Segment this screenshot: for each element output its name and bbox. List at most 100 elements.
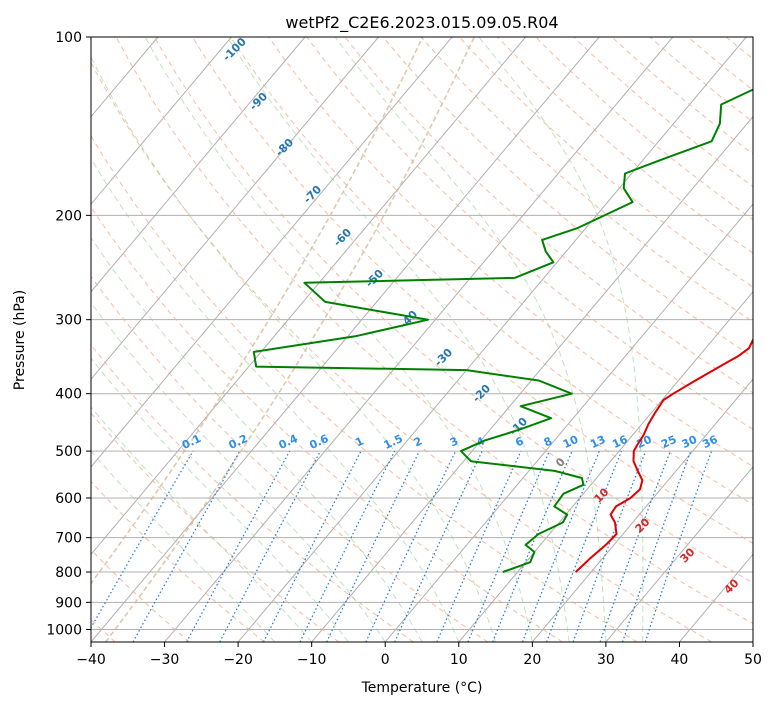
isotherm-line [91,37,526,556]
dry-adiabat-label: -100 [220,35,249,64]
isotherm-line [458,290,753,642]
dry-adiabat-line [91,549,190,642]
dry-adiabat-line [382,37,753,358]
mixing-ratio-line [186,450,291,642]
dry-adiabat-line [268,37,753,468]
isotherm-line [752,641,753,642]
moist-adiabat-line [226,37,570,642]
dry-adiabat-line [725,37,753,60]
x-tick-label: 50 [744,652,762,668]
reference-curve-line [91,37,424,585]
dewpoint-profile-line [252,88,753,573]
moist-adiabat-line [144,37,533,642]
mixing-ratio-label: 3 [448,434,460,449]
mixing-ratio-label: 25 [659,433,678,451]
y-tick-label: 700 [55,531,82,547]
x-tick-label: 20 [523,652,541,668]
dry-adiabat-line [344,37,753,394]
x-tick-label: 10 [450,652,468,668]
moist-adiabat-line [91,236,423,642]
mixing-ratio-line [546,450,623,642]
x-axis-ticks: −40 −30 −20 −10 0 10 20 30 40 50 [76,642,762,668]
profile-lines [252,88,753,573]
temperature-profile-line [575,337,753,573]
chart-title: wetPf2_C2E6.2023.015.09.05.R04 [285,13,558,33]
mixing-ratio-label: 13 [588,433,607,451]
y-tick-label: 300 [55,313,82,329]
isotherm-line [605,466,753,642]
dry-adiabat-label: -20 [470,382,493,405]
y-axis-ticks: 100 200 300 400 500 600 700 800 900 1000 [46,30,91,638]
mixing-ratio-line [365,450,457,642]
moist-adiabat-line [91,406,313,642]
dry-adiabat-line [91,61,712,642]
mixing-ratio-label: 20 [635,433,655,451]
x-tick-label: 0 [381,652,390,668]
mixing-ratio-label: 1.5 [382,432,405,452]
moist-adiabat-line [334,37,607,642]
dry-adiabat-line [91,134,638,642]
dry-adiabat-line [306,37,753,430]
mixing-ratio-line [132,450,241,642]
dry-adiabat-label: 40 [722,576,742,596]
x-tick-label: −20 [223,652,253,668]
moist-adiabat-line [91,157,460,642]
isotherm-line [531,378,753,642]
mixing-ratio-label: 16 [610,433,630,451]
mixing-ratio-label: 0.2 [227,432,250,452]
x-tick-label: −10 [297,652,327,668]
mixing-ratio-label: 36 [700,433,720,451]
mixing-ratio-label: 2 [412,434,424,449]
mixing-ratio-label: 0.1 [180,432,203,452]
moist-adiabat-line [91,357,349,642]
moist-adiabat-line [478,37,644,642]
isotherm-line [164,37,674,642]
dry-adiabat-line [91,412,340,642]
mixing-ratio-line [572,450,647,642]
mixing-ratio-line [219,450,321,642]
x-tick-label: −30 [150,652,180,668]
dry-adiabat-line [497,37,753,254]
mixing-ratio-line [467,450,550,642]
x-tick-label: −40 [76,652,106,668]
y-tick-label: 900 [55,595,82,611]
dry-adiabat-line [91,206,563,642]
isotherm-line [91,37,453,468]
moist-adiabat-line [91,301,386,642]
isotherm-line [91,37,600,642]
y-tick-label: 100 [55,30,82,46]
mixing-ratio-line [299,450,396,642]
y-tick-label: 1000 [46,622,82,638]
dry-adiabat-label: -70 [301,183,324,206]
dry-adiabat-line [459,37,753,288]
dry-adiabat-line [91,344,414,642]
background-lines [0,37,753,642]
dry-adiabat-line [91,275,489,642]
mixing-ratio-line [599,450,671,642]
mixing-ratio-line [436,450,522,642]
mixing-ratio-label: 1 [353,434,365,449]
mixing-ratio-label: 8 [542,434,554,449]
y-tick-label: 800 [55,565,82,581]
moist-adiabat-line [91,450,276,642]
dry-adiabat-line [91,480,265,642]
mixing-ratio-line [521,450,600,642]
y-tick-label: 200 [55,208,82,224]
moist-adiabat-line [91,56,497,642]
y-tick-label: 400 [55,387,82,403]
mixing-ratio-label: 30 [680,433,700,451]
isotherm-line [237,37,747,642]
mixing-ratio-line [91,450,194,629]
isotherm-line [91,37,232,205]
x-axis-label: Temperature (°C) [361,680,483,696]
mixing-ratio-line [394,450,483,642]
reference-curve-line [105,37,475,642]
mixing-ratio-line [262,450,362,642]
dry-adiabat-label: 0 [553,455,568,470]
isotherm-line [311,115,753,642]
dry-adiabat-line [535,37,753,221]
isotherm-line [0,37,11,642]
mixing-ratio-line [622,450,692,642]
dry-adiabat-line [573,37,753,188]
